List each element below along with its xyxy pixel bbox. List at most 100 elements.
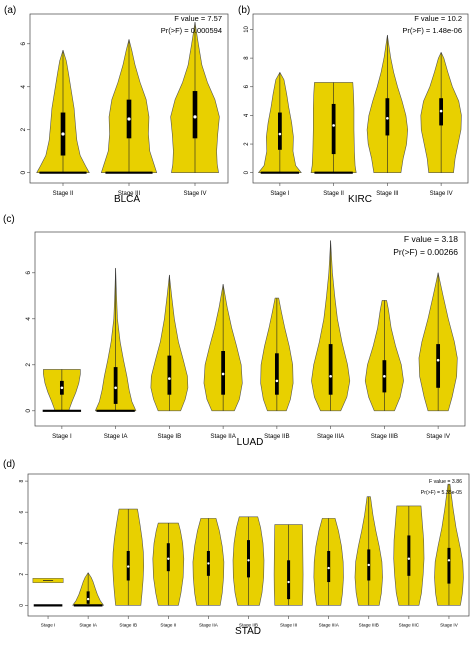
y-tick-label: 4 (19, 542, 25, 545)
x-tick-label: Stage IB (119, 623, 137, 628)
violin-median (329, 374, 332, 378)
violin-iqr-box (436, 344, 441, 388)
y-tick-label: 8 (244, 56, 250, 60)
y-tick-label: 2 (244, 142, 250, 146)
x-tick-label: Stage IA (104, 433, 129, 440)
y-tick-label: 2 (20, 128, 27, 132)
x-tick-label: Stage IV (430, 191, 453, 197)
violin-stage-ia (95, 267, 137, 412)
x-tick-label: Stage IIB (264, 433, 289, 440)
violin-stage-iv (170, 22, 220, 173)
violin-stage-iiib (354, 496, 383, 606)
violin-stage-iii (100, 39, 158, 174)
violin-stage-iv (420, 52, 462, 173)
panel-label: (d) (3, 459, 15, 470)
violin-iqr-box (385, 98, 390, 136)
panel-title: STAD (235, 626, 261, 637)
y-tick-label: 4 (25, 317, 32, 321)
violin-median (287, 580, 290, 584)
violin-stage-iii (273, 524, 304, 606)
violin-iqr-box (247, 540, 250, 578)
violin-iqr-box (447, 547, 451, 584)
panel-c: (c) 0 2 4 6 Stage I Stage IA Stage IB Stage IIA S… (3, 214, 466, 448)
y-tick-label: 8 (19, 479, 25, 482)
f-value: F value = 10.2 (414, 14, 462, 23)
panel-title: KIRC (348, 194, 372, 205)
x-tick-label: Stage III (376, 191, 399, 197)
y-tick-label: 10 (244, 25, 250, 32)
y-tick-label: 4 (20, 85, 27, 89)
violin-median (407, 557, 411, 560)
p-value: Pr(>F) = 5.35e-05 (421, 490, 462, 496)
violin-stage-iib (260, 297, 294, 412)
x-tick-label: Stage I (52, 433, 72, 440)
x-tick-label: Stage II (160, 623, 176, 628)
x-tick-label: Stage II (53, 191, 74, 197)
violin-iqr-box (277, 112, 282, 150)
p-value: Pr(>F) = 1.48e-06 (402, 26, 462, 35)
x-tick-label: Stage III (280, 623, 297, 628)
violin-stage-ii (36, 49, 90, 174)
x-tick-label: Stage I (270, 191, 289, 197)
y-tick-label: 2 (19, 573, 25, 576)
violin-stage-i (258, 72, 302, 174)
violin-stage-iiib (364, 300, 404, 412)
y-tick-label: 0 (20, 171, 27, 175)
violin-median (447, 559, 451, 562)
x-tick-label: Stage IB (158, 433, 182, 440)
plot-frame (252, 13, 469, 184)
violin-median (193, 115, 197, 119)
x-tick-label: Stage IIA (210, 433, 236, 440)
violin-stage-ii (310, 82, 357, 174)
p-value: Pr(>F) = 0.000594 (161, 26, 222, 35)
violin-iqr-box (407, 535, 411, 576)
violin-median (383, 374, 386, 378)
violin-stage-ii (152, 522, 185, 606)
violin-iqr-box (166, 543, 170, 572)
violin-stage-iiia (313, 518, 344, 606)
violin-stage-iiia (311, 240, 351, 412)
f-value: F value = 7.57 (174, 14, 222, 23)
panel-label: (c) (3, 214, 15, 225)
violin-stage-iiic (393, 505, 425, 606)
violin-stage-i (42, 369, 82, 412)
violin-median (60, 386, 64, 390)
violin-stage-i (32, 578, 64, 607)
x-tick-label: Stage IIB (239, 623, 258, 628)
f-value: F value = 3.18 (404, 234, 458, 244)
x-tick-label: Stage IV (183, 191, 206, 197)
violin-stage-iv (418, 272, 458, 412)
plot-frame (34, 231, 466, 427)
y-tick-label: 0 (19, 604, 25, 607)
x-tick-label: Stage I (41, 623, 56, 628)
panel-label: (b) (238, 5, 250, 16)
x-tick-label: Stage IV (440, 623, 459, 628)
f-value: F value = 3.86 (429, 479, 462, 485)
violin-iqr-box (167, 355, 172, 395)
violin-median (439, 109, 443, 113)
y-tick-label: 0 (25, 409, 32, 413)
violin-median (247, 559, 250, 562)
x-tick-label: Stage IIIB (371, 433, 398, 440)
panel-title: BLCA (114, 194, 140, 205)
violin-iqr-box (287, 560, 291, 600)
y-tick-label: 2 (25, 363, 32, 367)
violin-iqr-box (327, 550, 331, 583)
violin-stage-ia (72, 572, 104, 607)
y-tick-label: 4 (244, 113, 250, 117)
y-tick-label: 0 (244, 170, 250, 174)
panel-d: (d) 0 2 4 6 8 Stage I Stage IA Stage IB Stage II S… (3, 459, 470, 637)
violin-median (167, 557, 170, 560)
violin-median (275, 379, 279, 383)
violin-iqr-box (192, 91, 198, 139)
y-tick-label: 6 (20, 42, 27, 46)
violin-median (221, 372, 225, 376)
panel-label: (a) (4, 5, 16, 16)
x-tick-label: Stage IA (79, 623, 98, 628)
panel-a: (a) 0 2 4 6 Stage II Stage III Stage IV F value … (4, 5, 229, 205)
x-tick-label: Stage II (323, 191, 344, 197)
x-tick-label: Stage IV (426, 433, 451, 440)
violin-median (278, 132, 282, 136)
violin-median (86, 597, 90, 601)
